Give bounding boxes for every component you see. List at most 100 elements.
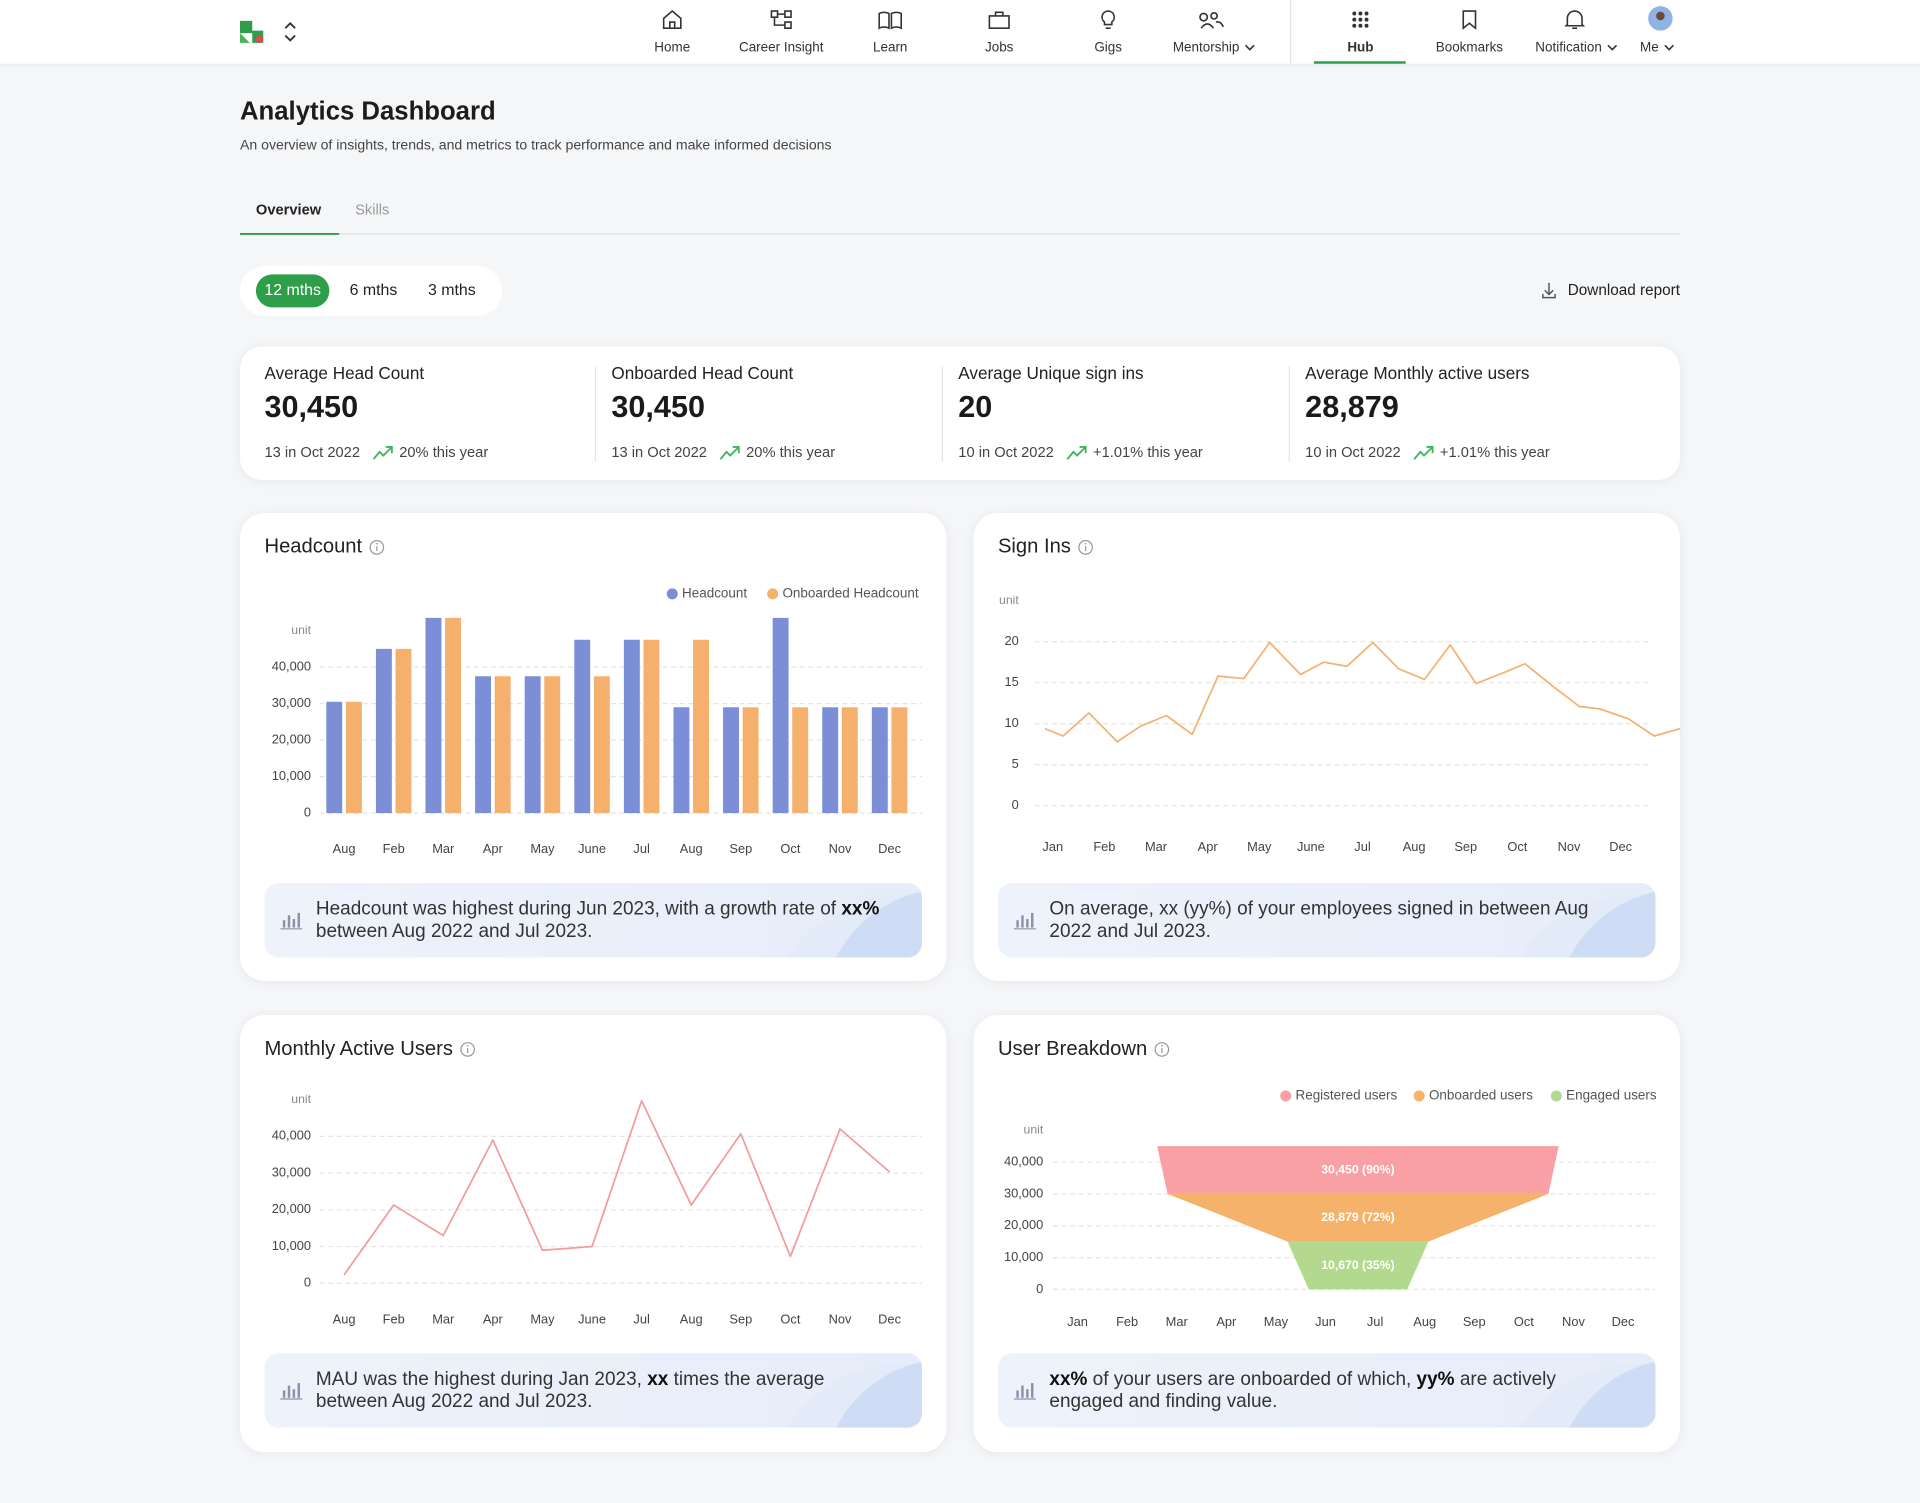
- info-icon: [369, 540, 385, 555]
- chevron: [1607, 44, 1618, 51]
- insight-part: xx: [647, 1368, 669, 1390]
- x-tick-label: Nov: [829, 841, 852, 856]
- tab[interactable]: Skills: [355, 203, 389, 219]
- nav-item[interactable]: Me: [1640, 6, 1674, 54]
- y-tick-label: 40,000: [272, 1128, 311, 1143]
- insight-text: On average, xx (yy%) of your employees s…: [1049, 898, 1631, 942]
- bar: [345, 701, 362, 814]
- nav-item[interactable]: Hub: [1313, 11, 1406, 64]
- nav-item[interactable]: Career Insight: [739, 10, 824, 54]
- chart-title: Headcount: [264, 536, 362, 558]
- insight: xx% of your users are onboarded of which…: [998, 1353, 1656, 1428]
- funnel-segment: [1167, 1193, 1549, 1242]
- y-tick-label: 30,000: [272, 695, 311, 710]
- card: [240, 513, 947, 981]
- download-link[interactable]: Download report: [1568, 282, 1681, 299]
- nav-icon: [1101, 10, 1116, 29]
- nav-icon: [1358, 11, 1363, 16]
- line: [1044, 641, 1681, 743]
- legend-label: Headcount: [682, 585, 747, 600]
- bar: [623, 639, 640, 814]
- nav-item[interactable]: Home: [654, 10, 690, 54]
- x-tick-label: Apr: [483, 1311, 504, 1326]
- period-option[interactable]: 12 mths: [264, 282, 321, 299]
- nav-label: Hub: [1347, 39, 1373, 54]
- chart-card: Monthly Active Users unit 0 10,000 20,000 30,…: [240, 1015, 947, 1453]
- trend-icon: [1066, 446, 1087, 460]
- data-label: 30,450 (90%): [1321, 1162, 1394, 1176]
- insight-part: Headcount was highest during Jun 2023, w…: [315, 898, 842, 920]
- x-tick-label: Nov: [829, 1311, 852, 1326]
- period-option[interactable]: 6 mths: [350, 282, 398, 299]
- insight-box: MAU was the highest during Jan 2023, xx …: [315, 1353, 923, 1428]
- tab[interactable]: Overview: [256, 203, 322, 219]
- insight-text: xx% of your users are onboarded of which…: [1049, 1368, 1631, 1412]
- legend-swatch: [1550, 1090, 1562, 1102]
- trend-icon: [719, 446, 740, 460]
- x-tick-label: Aug: [333, 841, 356, 856]
- kpi-label: Average Monthly active users: [1305, 363, 1529, 383]
- bar: [673, 707, 690, 814]
- nav-item[interactable]: Jobs: [985, 11, 1014, 54]
- nav-icon: [1564, 10, 1586, 29]
- nav-icon: [1352, 23, 1357, 28]
- avatar-face: [1656, 11, 1665, 21]
- y-tick-label: 30,000: [272, 1164, 311, 1179]
- nav-label: Home: [654, 39, 690, 54]
- switch-icon[interactable]: [284, 21, 296, 42]
- legend-swatch: [767, 588, 779, 600]
- insight-icon: [1021, 1385, 1024, 1398]
- logo-mark: [240, 33, 250, 43]
- nav-item[interactable]: Gigs: [1094, 10, 1122, 54]
- insight: Headcount was highest during Jun 2023, w…: [264, 882, 923, 958]
- nav-icon: [1358, 17, 1363, 22]
- period-option[interactable]: 3 mths: [428, 282, 476, 299]
- nav-icon: [878, 11, 903, 30]
- chart-title: User Breakdown: [998, 1038, 1147, 1060]
- nav-item[interactable]: Notification: [1535, 10, 1618, 54]
- x-tick-label: Mar: [432, 841, 455, 856]
- x-tick-label: Jul: [1354, 839, 1370, 854]
- y-tick-label: 0: [304, 804, 311, 819]
- x-tick-label: June: [578, 1311, 606, 1326]
- nav-item[interactable]: Mentorship: [1173, 12, 1255, 55]
- y-tick-label: 20,000: [272, 1201, 311, 1216]
- x-tick-label: May: [1247, 839, 1272, 854]
- chart-card: User Breakdown unit 0 10,000 20,000 30,000 40,…: [973, 1015, 1680, 1453]
- x-tick-label: Apr: [483, 841, 504, 856]
- x-tick-label: Feb: [383, 1311, 405, 1326]
- info-icon: [1084, 542, 1087, 545]
- insight-icon: [1016, 920, 1019, 928]
- nav-label: Jobs: [985, 39, 1014, 54]
- nav-icon: [1364, 17, 1369, 22]
- x-tick-label: Aug: [1403, 839, 1426, 854]
- y-tick-label: 10,000: [1004, 1249, 1043, 1264]
- y-tick-label: 15: [1004, 674, 1018, 689]
- kpi-note: 13 in Oct 2022: [611, 445, 707, 461]
- info-icon: [1154, 1042, 1170, 1057]
- insight-part: times the average between Aug 2022 and J…: [315, 1368, 825, 1412]
- logo[interactable]: [240, 20, 264, 43]
- insight-box: On average, xx (yy%) of your employees s…: [1049, 882, 1656, 958]
- card: [240, 1015, 947, 1453]
- nav-item[interactable]: Bookmarks: [1436, 10, 1504, 54]
- kpi-value: 30,450: [264, 390, 358, 424]
- insight-part: MAU was the highest during Jan 2023,: [315, 1368, 648, 1390]
- nav-bar: [0, 0, 1920, 64]
- insight-part: On average, xx (yy%) of your employees s…: [1049, 898, 1589, 942]
- x-tick-label: Dec: [878, 841, 901, 856]
- trend-icon: [372, 446, 393, 460]
- x-tick-label: Apr: [1198, 839, 1219, 854]
- bar: [445, 617, 462, 814]
- y-tick-label: 0: [1036, 1281, 1043, 1296]
- nav-item[interactable]: Learn: [873, 11, 907, 54]
- x-tick-label: Mar: [1166, 1314, 1189, 1329]
- legend-label: Onboarded Headcount: [782, 585, 918, 600]
- x-tick-label: Nov: [1558, 839, 1581, 854]
- data-label: 10,670 (35%): [1321, 1258, 1394, 1272]
- nav-icon: [1352, 17, 1357, 22]
- y-tick-label: 40,000: [1004, 1153, 1043, 1168]
- info-icon: [1161, 1044, 1163, 1047]
- insight-icon: [1026, 1389, 1029, 1398]
- y-tick-label: 30,000: [1004, 1185, 1043, 1200]
